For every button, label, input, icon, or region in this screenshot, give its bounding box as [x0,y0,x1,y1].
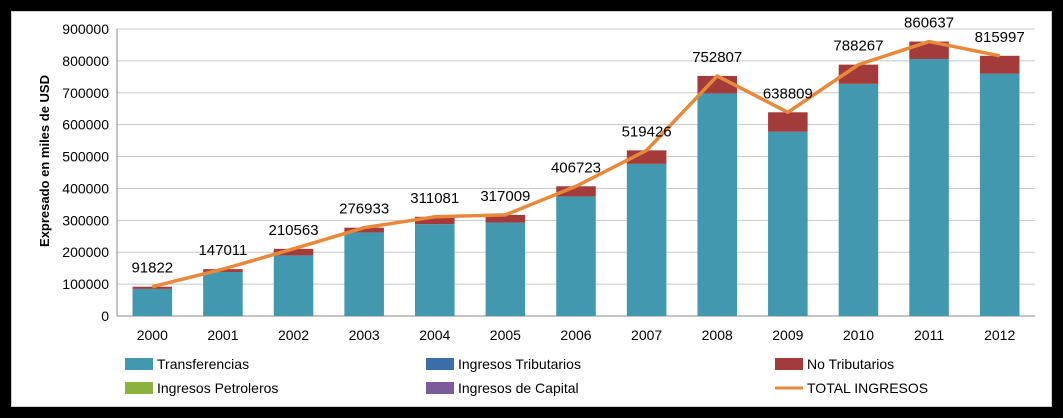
legend-item-transferencias: Transferencias [125,356,249,372]
legend-label: Ingresos Petroleros [157,380,278,396]
bar-transferencias-2007 [626,163,667,316]
y-tick-label: 0 [101,308,109,324]
bar-transferencias-2002 [273,255,314,316]
y-axis-ticks: 0 100000 200000 300000 400000 500000 600000 700… [62,21,109,324]
legend-swatch [125,358,153,370]
x-tick-label: 2011 [914,327,944,343]
y-tick-label: 900000 [62,21,109,37]
bar-no-tributarios-2003 [344,227,384,233]
y-tick-label: 700000 [62,85,109,101]
total-line [151,39,1001,289]
bar-transferencias-2008 [697,93,738,316]
bar-transferencias-2003 [344,232,384,316]
x-tick-label: 2000 [137,327,168,343]
bar-transferencias-2006 [556,196,596,316]
x-tick-label: 2004 [419,327,450,343]
bar-transferencias-2001 [203,271,243,316]
x-tick-label: 2012 [984,327,1015,343]
y-tick-label: 500000 [62,149,109,165]
x-tick-label: 2003 [349,327,380,343]
bar-no-tributarios-2009 [768,112,808,132]
x-tick-label: 2006 [560,327,591,343]
y-tick-label: 400000 [62,180,109,196]
x-tick-label: 2008 [702,327,733,343]
legend-item-ingresos-tributarios: Ingresos Tributarios [426,356,581,372]
bar-no-tributarios-2012 [979,55,1020,74]
bars [132,41,1020,316]
data-label: 91822 [131,260,173,277]
bar-no-tributarios-2006 [556,186,596,197]
data-label: 276933 [339,201,389,218]
data-label: 147011 [198,242,247,259]
bar-no-tributarios-2005 [485,214,526,223]
x-tick-label: 2005 [490,327,521,343]
data-label: 638809 [763,85,813,102]
bar-transferencias-2009 [768,131,808,316]
bar-transferencias-2000 [132,288,173,316]
y-tick-label: 200000 [62,244,109,260]
legend-item-ingresos-de-capital: Ingresos de Capital [426,380,579,396]
data-label: 210563 [269,222,319,239]
legend-label: Ingresos Tributarios [458,356,581,372]
legend: Transferencias Ingresos Tributarios No Tri… [125,356,928,396]
legend-label: No Tributarios [807,356,894,372]
y-tick-label: 300000 [62,212,109,228]
data-label: 788267 [833,38,883,55]
bar-no-tributarios-2002 [273,248,314,256]
data-label: 860637 [904,15,954,32]
data-labels: 91822 147011 210563 276933 311081 317009 40672… [131,15,1024,277]
bar-transferencias-2012 [979,73,1020,316]
legend-swatch [775,358,803,370]
legend-label: TOTAL INGRESOS [807,380,928,396]
legend-label: Ingresos de Capital [458,380,579,396]
x-tick-label: 2007 [631,327,662,343]
x-tick-label: 2001 [207,327,238,343]
data-label: 752807 [692,49,742,66]
y-tick-label: 100000 [62,276,109,292]
chart-svg: 0 100000 200000 300000 400000 500000 600000 700… [37,15,1035,396]
x-tick-label: 2002 [278,327,309,343]
total-ingresos-line [151,39,1001,289]
bar-transferencias-2010 [838,83,879,316]
bar-transferencias-2011 [909,58,949,316]
x-axis-ticks: 2000 2001 2002 2003 2004 2005 2006 2007 2008 2009… [137,327,1016,343]
data-label: 815997 [975,29,1025,46]
data-label: 519426 [622,123,672,140]
bar-no-tributarios-2004 [414,216,455,225]
bar-no-tributarios-2000 [132,286,173,289]
legend-swatch [426,382,454,394]
bar-transferencias-2005 [485,222,526,316]
data-label: 406723 [551,159,601,176]
data-label: 317009 [480,188,530,205]
legend-swatch [125,382,153,394]
legend-item-no-tributarios: No Tributarios [775,356,894,372]
x-tick-label: 2009 [772,327,803,343]
legend-item-total-ingresos: TOTAL INGRESOS [775,380,928,396]
y-axis-label: Expresado en miles de USD [37,75,52,247]
data-label: 311081 [410,190,459,207]
legend-swatch [426,358,454,370]
bar-transferencias-2004 [414,224,455,316]
y-tick-label: 800000 [62,53,109,69]
legend-item-ingresos-petroleros: Ingresos Petroleros [125,380,278,396]
legend-label: Transferencias [157,356,249,372]
y-tick-label: 600000 [62,117,109,133]
chart-area: 0 100000 200000 300000 400000 500000 600000 700… [11,11,1052,407]
x-tick-label: 2010 [843,327,874,343]
